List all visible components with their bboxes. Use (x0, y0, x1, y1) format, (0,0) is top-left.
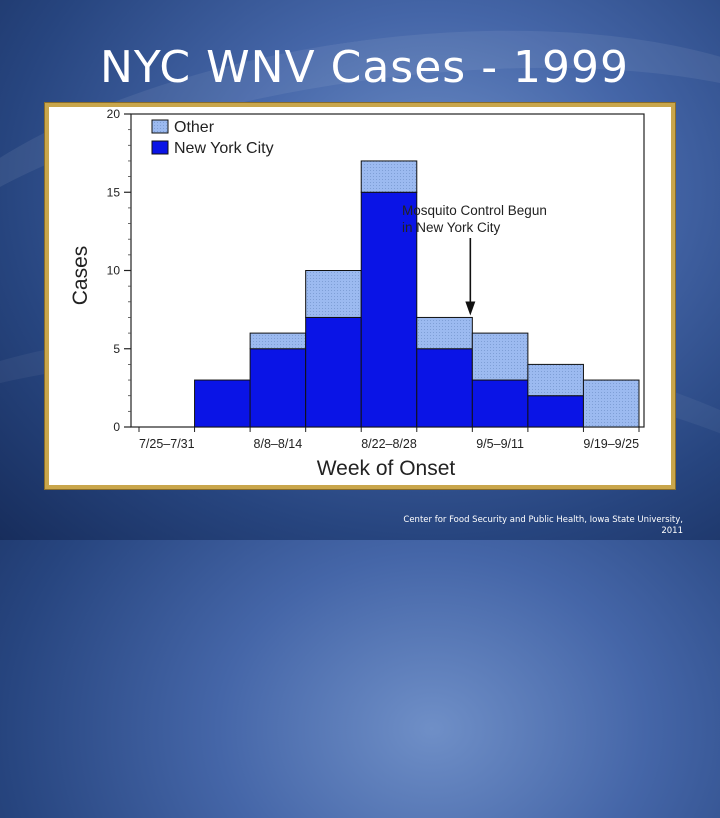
x-axis-title: Week of Onset (317, 457, 456, 480)
annotation-line-2: in New York City (402, 220, 501, 235)
bar-other (360, 160, 418, 193)
bar-other (249, 332, 307, 350)
y-tick-label: 15 (107, 185, 121, 199)
bar-new-york-city (360, 191, 418, 428)
x-tick-label: 8/8–8/14 (254, 437, 303, 451)
cases-chart: 0 5 10 15 20 7/25–7/31 8/8–8/14 8/22–8/28 9/5–9/… (69, 107, 645, 480)
bar-other (305, 270, 362, 318)
annotation-arrow-head (465, 301, 476, 316)
x-tick-label: 9/5–9/11 (476, 437, 524, 451)
bar-new-york-city (527, 395, 584, 428)
y-tick-label: 5 (113, 342, 120, 356)
x-tick-label: 9/19–9/25 (583, 437, 639, 451)
legend-swatch-nyc (151, 140, 169, 155)
legend-swatch-other (151, 119, 169, 134)
bar-new-york-city (305, 316, 362, 428)
chart-frame: 0 5 10 15 20 7/25–7/31 8/8–8/14 8/22–8/28 9/5–9/… (45, 103, 675, 489)
y-axis-title: Cases (69, 246, 92, 306)
bar-new-york-city (416, 348, 473, 428)
legend-label-nyc: New York City (174, 140, 274, 157)
slide-title: NYC WNV Cases - 1999 (100, 42, 630, 93)
bar-new-york-city (471, 379, 529, 428)
y-tick-label: 0 (113, 420, 120, 434)
bar-new-york-city (249, 348, 307, 428)
y-tick-label: 20 (107, 107, 121, 121)
annotation-line-1: Mosquito Control Begun (402, 203, 547, 218)
slide-footer: Center for Food Security and Public Heal… (403, 515, 683, 536)
bar-new-york-city (194, 379, 251, 428)
y-tick-label: 10 (107, 264, 121, 278)
bar-other (416, 316, 473, 350)
bar-other (582, 379, 640, 428)
x-tick-label: 7/25–7/31 (139, 437, 195, 451)
bar-other (471, 332, 529, 381)
bar-other (527, 363, 584, 397)
legend-label-other: Other (174, 119, 215, 136)
x-tick-label: 8/22–8/28 (361, 437, 417, 451)
